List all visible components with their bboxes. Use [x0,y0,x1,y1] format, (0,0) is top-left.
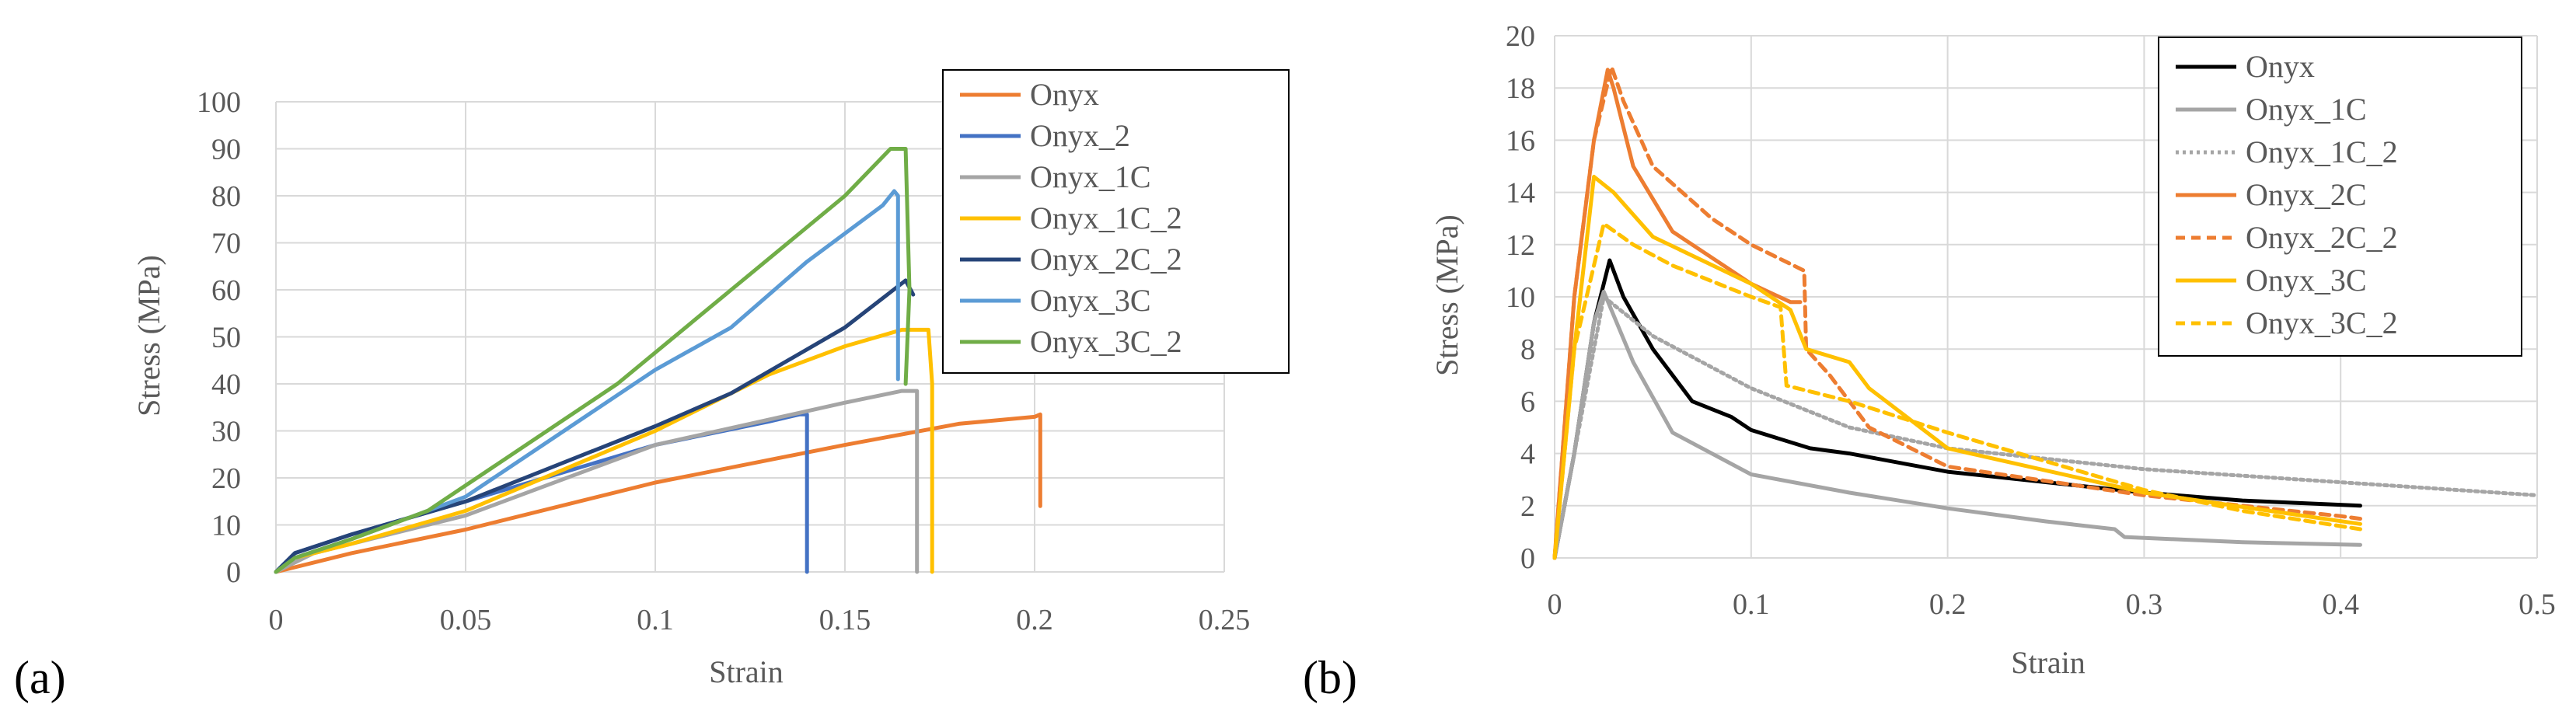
chart-b-series-onyx-2c-2 [1552,64,2362,560]
chart-b-axes [1554,36,2537,559]
chart-a-legend-label: Onyx_1C_2 [1030,200,1182,235]
chart-b-legend-label: Onyx_3C [2246,263,2367,298]
chart-b-legend: Onyx Onyx_1C Onyx_1C_2 Onyx_2C Onyx_2C_2 Onyx… [2158,37,2522,357]
chart-a-legend-label: Onyx_2 [1030,118,1130,153]
chart-b-y-tick-label: 4 [1520,438,1535,471]
chart-a-axes [275,102,1224,573]
chart-a-legend-label: Onyx_1C [1030,159,1151,194]
chart-b-x-tick-label: 0.3 [2126,588,2163,621]
chart-a-x-tick-label: 0.25 [1199,604,1251,636]
chart-b-series-onyx-3c [1552,174,2362,560]
chart-a-series-onyx-2 [274,412,809,574]
chart-a-y-tick-label: 40 [211,368,241,401]
chart-a-x-axis-label: Strain [709,654,784,689]
chart-a-x-tick-label: 0.1 [637,604,674,636]
chart-b-series-onyx-1c [1552,289,2362,560]
panel-b-label: (b) [1303,652,1357,703]
chart-b-legend-label: Onyx_1C_2 [2246,134,2398,169]
chart-b-y-tick-label: 14 [1506,177,1535,210]
chart-b-legend-label: Onyx_2C [2246,177,2367,212]
chart-a-x-tick-label: 0 [269,604,284,636]
chart-b-y-tick-label: 12 [1506,229,1535,262]
chart-b-y-tick-label: 20 [1506,20,1535,53]
chart-b-series-group [1552,64,2539,560]
chart-panel-b: 0 2 4 6 8 10 12 14 16 18 20 0 0.1 0.2 0.3 0.4 0.5 Strain… [1303,20,2556,703]
chart-b-y-axis-label: Stress (MPa) [1429,214,1464,376]
chart-a-y-tick-label: 60 [211,274,241,307]
chart-b-legend-label: Onyx_2C_2 [2246,220,2398,255]
chart-b-series-onyx-3c-2 [1552,221,2362,560]
chart-b-series-onyx-1c-2 [1552,295,2539,560]
chart-b-y-tick-label: 0 [1520,542,1535,575]
chart-a-x-tick-label: 0.15 [819,604,871,636]
chart-panel-a: 0 10 20 30 40 50 60 70 80 90 100 0 0.05 0.1 0.15 0.2 0.2… [14,69,1290,703]
chart-a-series-onyx-2c-2 [274,278,916,574]
chart-a-y-tick-label: 90 [211,134,241,166]
chart-b-series-onyx-2c [1552,68,1803,560]
chart-b-legend-label: Onyx [2246,49,2315,84]
chart-a-series-onyx [274,412,1042,574]
chart-a-y-axis-label: Stress (MPa) [131,255,166,417]
chart-b-y-tick-label: 8 [1520,333,1535,366]
chart-a-series-onyx-3c [274,189,900,574]
chart-a-series-group [274,147,1042,574]
chart-a-legend-label: Onyx [1030,77,1099,112]
chart-b-tick-labels: 0 2 4 6 8 10 12 14 16 18 20 0 0.1 0.2 0.3 0.4 0.5 [1506,20,2556,621]
chart-b-x-axis-label: Strain [2011,645,2086,680]
chart-a-x-tick-label: 0.2 [1016,604,1053,636]
chart-a-tick-labels: 0 10 20 30 40 50 60 70 80 90 100 0 0.05 0.1 0.15 0.2 0.2… [197,86,1250,636]
chart-a-series-onyx-3c-2 [274,147,912,574]
chart-a-series-onyx-1c-2 [274,327,934,574]
chart-a-y-tick-label: 100 [197,86,241,119]
chart-a-y-tick-label: 80 [211,180,241,213]
chart-a-series-onyx-1c [274,389,920,574]
panel-a-label: (a) [14,652,66,703]
chart-b-x-tick-label: 0.5 [2518,588,2556,621]
chart-b-y-tick-label: 10 [1506,281,1535,314]
chart-a-legend-box [942,69,1290,374]
chart-b-y-tick-label: 6 [1520,385,1535,418]
chart-b-y-tick-label: 2 [1520,490,1535,523]
chart-b-legend-label: Onyx_1C [2246,92,2367,127]
chart-a-y-tick-label: 50 [211,322,241,354]
chart-b-x-tick-label: 0.2 [1929,588,1967,621]
chart-a-legend-label: Onyx_2C_2 [1030,242,1182,277]
chart-b-x-tick-label: 0 [1548,588,1562,621]
chart-a-x-tick-label: 0.05 [440,604,492,636]
chart-b-y-tick-label: 16 [1506,124,1535,157]
chart-b-y-tick-label: 18 [1506,72,1535,105]
chart-a-y-tick-label: 20 [211,462,241,495]
chart-a-y-tick-label: 0 [226,556,241,589]
chart-b-x-tick-label: 0.1 [1733,588,1770,621]
chart-b-legend-label: Onyx_3C_2 [2246,305,2398,340]
chart-a-legend: Onyx Onyx_2 Onyx_1C Onyx_1C_2 Onyx_2C_2 Onyx_… [942,69,1290,374]
chart-a-y-tick-label: 10 [211,510,241,542]
chart-b-x-tick-label: 0.4 [2322,588,2359,621]
chart-a-y-tick-label: 30 [211,416,241,448]
chart-a-y-tick-label: 70 [211,228,241,260]
chart-a-legend-label: Onyx_3C_2 [1030,324,1182,359]
chart-a-legend-label: Onyx_3C [1030,283,1151,318]
